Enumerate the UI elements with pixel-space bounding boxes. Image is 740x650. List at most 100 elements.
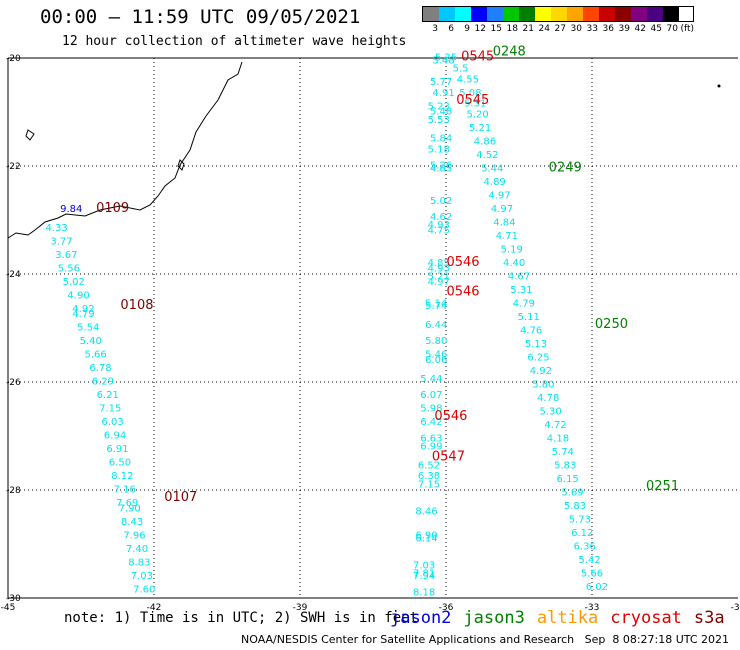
scale-label: 24: [538, 24, 550, 34]
swh-value: 5.98: [420, 404, 442, 415]
swh-value: 7.15: [99, 404, 121, 415]
swh-value: 6.42: [420, 417, 442, 428]
swh-value: 5.44: [481, 163, 503, 174]
swh-value: 6.03: [102, 417, 124, 428]
legend-jason2: jason2: [390, 608, 452, 628]
swh-value: 4.79: [513, 298, 535, 309]
swh-value: 4.76: [520, 325, 542, 336]
swh-value: 5.20: [467, 109, 489, 120]
swh-value: 6.44: [425, 320, 447, 331]
coastline-island: [25, 129, 35, 141]
scale-swatch: [631, 7, 647, 21]
scale-swatch: [551, 7, 567, 21]
swh-value: 7.16: [114, 485, 136, 496]
scale-swatch: [583, 7, 599, 21]
swh-value: 6.78: [89, 363, 111, 374]
swh-value: 5.66: [84, 350, 106, 361]
swh-value: 4.85: [428, 258, 450, 269]
swh-value: 5.19: [501, 244, 523, 255]
scale-label: 21: [522, 24, 534, 34]
coastline-island-2: [177, 159, 185, 171]
swh-value: 8.83: [128, 558, 150, 569]
swh-value: 7.90: [119, 504, 141, 515]
swh-value: 5.66: [581, 568, 603, 579]
swh-value: 5.48: [430, 107, 452, 118]
swh-value: 4.89: [484, 177, 506, 188]
swh-value: 7.60: [133, 585, 155, 596]
swh-value: 5.83: [564, 501, 586, 512]
swh-value: 5.25: [435, 53, 457, 64]
x-tick-label: -33: [585, 603, 600, 613]
swh-value: 5.02: [430, 196, 452, 207]
legend-s3a: s3a: [693, 608, 725, 628]
swh-value: 6.94: [104, 431, 126, 442]
scale-swatch: [599, 7, 615, 21]
swh-value: 5.54: [77, 323, 99, 334]
time-label: 0250: [595, 317, 628, 332]
time-label: 0251: [646, 479, 679, 494]
time-label: 0109: [96, 201, 129, 216]
swh-value: 4.18: [547, 433, 569, 444]
swh-value: 6.36: [574, 541, 596, 552]
swh-value: 7.94: [413, 571, 435, 582]
time-label: 0547: [432, 449, 465, 464]
swh-value: 4.67: [508, 271, 530, 282]
note-text: note: 1) Time is in UTC; 2) SWH is in fe…: [64, 610, 419, 626]
swh-value: 7.81: [413, 568, 435, 579]
x-tick-label: -30: [731, 603, 740, 613]
scale-label: 42: [634, 24, 646, 34]
scale-label: 3: [432, 24, 438, 34]
time-label: 0546: [446, 285, 479, 300]
swh-value: 5.44: [420, 374, 442, 385]
time-label: 0545: [456, 93, 489, 108]
swh-value: 4.86: [474, 136, 496, 147]
swh-value: 6.50: [109, 458, 131, 469]
swh-value: 5.23: [428, 101, 450, 112]
y-tick-label: -26: [6, 378, 21, 388]
swh-value: 6.63: [420, 433, 442, 444]
y-tick-label: -28: [6, 486, 21, 496]
scale-label: 30: [570, 24, 582, 34]
swh-value: 4.71: [496, 231, 518, 242]
scale-label: 70: [666, 24, 678, 34]
swh-value: 4.52: [476, 150, 498, 161]
scale-swatch: [647, 7, 663, 21]
scale-label: (ft): [680, 24, 694, 34]
swh-value: 4.84: [493, 217, 515, 228]
x-tick-label: -39: [293, 603, 308, 613]
swh-value: 5.80: [425, 336, 447, 347]
swh-value: 4.90: [67, 290, 89, 301]
coastline-island-3: [717, 84, 721, 88]
swh-value: 7.03: [131, 571, 153, 582]
swh-value: 6.15: [557, 474, 579, 485]
x-tick-label: -45: [1, 603, 16, 613]
swh-value: 4.62: [430, 212, 452, 223]
y-tick-label: -30: [6, 594, 21, 604]
time-label: 0545: [461, 50, 494, 65]
swh-value: 5.18: [428, 145, 450, 156]
swh-value: 5.26: [430, 161, 452, 172]
coastline: [7, 61, 721, 239]
scale-label: 45: [650, 24, 662, 34]
swh-value: 5.83: [554, 460, 576, 471]
scale-swatch: [663, 7, 679, 21]
swh-value: 7.15: [418, 479, 440, 490]
swh-value: 5.73: [569, 514, 591, 525]
swh-value: 5.48: [432, 55, 454, 66]
time-label: 0248: [493, 44, 526, 59]
satellite-legend: jason2 jason3 altika cryosat s3a: [390, 608, 737, 628]
swh-value: 4.97: [428, 277, 450, 288]
scale-label: 27: [554, 24, 566, 34]
swh-value: 7.96: [123, 531, 145, 542]
swh-value: 4.91: [432, 88, 454, 99]
scale-swatch: [503, 7, 519, 21]
swh-value: 5.74: [552, 447, 574, 458]
swh-value: 6.14: [415, 533, 437, 544]
swh-value: 6.90: [415, 531, 437, 542]
swh-value: 4.92: [72, 304, 94, 315]
swh-value: 7.69: [116, 498, 138, 509]
swh-value: 5.74: [425, 301, 447, 312]
swh-value: 5.31: [510, 285, 532, 296]
swh-value: 3.77: [50, 236, 72, 247]
